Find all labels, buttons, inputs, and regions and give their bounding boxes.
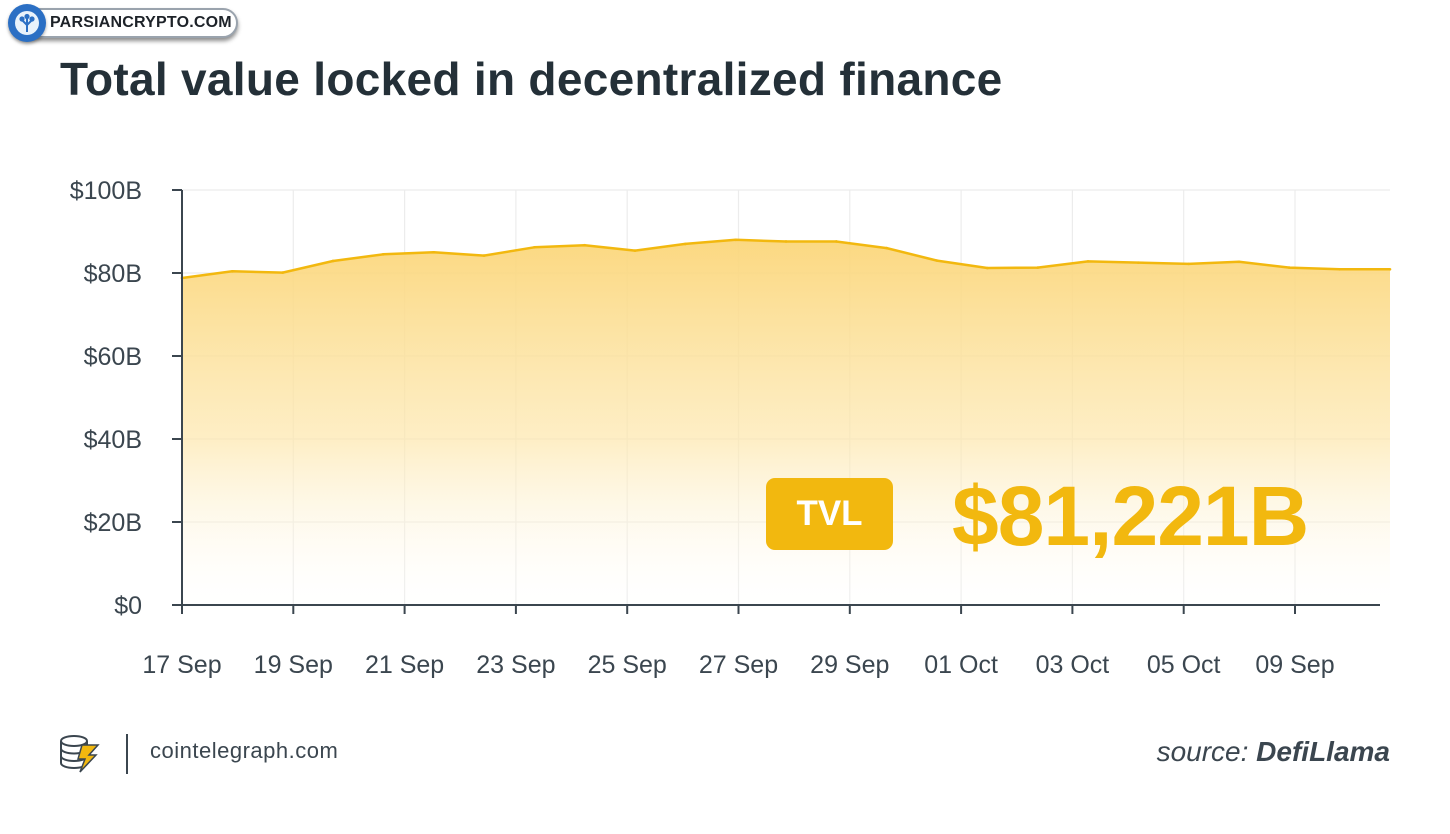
tvl-data-point [885, 246, 888, 250]
tvl-data-point [583, 243, 586, 247]
x-tick-label: 29 Sep [810, 651, 889, 679]
tvl-data-point [1388, 267, 1392, 271]
tvl-data-point [382, 253, 385, 256]
tvl-data-point [784, 240, 788, 243]
tvl-data-point [482, 254, 486, 257]
tree-logo-icon [8, 4, 46, 42]
tvl-data-point [633, 249, 637, 252]
tvl-data-point [533, 245, 536, 249]
x-tick-label: 01 Oct [924, 651, 998, 679]
tvl-data-point [1237, 260, 1241, 264]
tvl-data-point [1086, 260, 1090, 263]
tvl-area-fill [182, 239, 1390, 606]
tvl-data-point [1338, 267, 1341, 271]
chart-title: Total value locked in decentralized fina… [60, 53, 1003, 105]
tvl-data-point [835, 240, 838, 243]
footer-divider [126, 734, 128, 774]
tvl-data-point [1288, 266, 1291, 269]
coin-stack-lightning-icon [58, 733, 104, 778]
watermark-text: PARSIANCRYPTO.COM [50, 14, 232, 31]
y-tick-label: $80B [84, 260, 142, 288]
y-tick-label: $20B [84, 509, 142, 537]
tvl-data-point [1036, 266, 1039, 269]
x-tick-label: 05 Oct [1147, 651, 1221, 679]
x-tick-label: 27 Sep [699, 651, 778, 679]
x-tick-label: 23 Sep [476, 651, 555, 679]
x-tick-label: 17 Sep [142, 651, 221, 679]
y-tick-label: $0 [114, 592, 142, 620]
x-tick-label: 25 Sep [588, 651, 667, 679]
x-tick-label: 21 Sep [365, 651, 444, 679]
tvl-data-point [935, 259, 939, 262]
x-tick-label: 03 Oct [1036, 651, 1110, 679]
y-tick-label: $100B [70, 177, 142, 205]
source-prefix: source: [1156, 736, 1257, 767]
x-tick-label: 09 Sep [1255, 651, 1334, 679]
tvl-label: TVL [796, 494, 863, 533]
footer-site: cointelegraph.com [150, 738, 339, 763]
x-tick-label: 19 Sep [254, 651, 333, 679]
watermark-badge: PARSIANCRYPTO.COM [8, 4, 238, 42]
tvl-data-point [1137, 261, 1140, 264]
tvl-data-point [1187, 262, 1190, 266]
source-name: DefiLlama [1256, 736, 1390, 767]
tvl-value: $81,221B [952, 469, 1309, 563]
tvl-data-point [331, 259, 335, 263]
tvl-data-point [231, 270, 234, 273]
footer-source: source: DefiLlama [1157, 736, 1390, 768]
tvl-data-point [734, 238, 737, 242]
tvl-data-point [986, 266, 989, 270]
tvl-data-point [281, 271, 284, 274]
tvl-data-point [684, 242, 687, 246]
y-tick-label: $40B [84, 426, 142, 454]
tvl-label-box: TVL [766, 478, 893, 550]
y-tick-label: $60B [84, 343, 142, 371]
tvl-data-point [432, 250, 435, 254]
